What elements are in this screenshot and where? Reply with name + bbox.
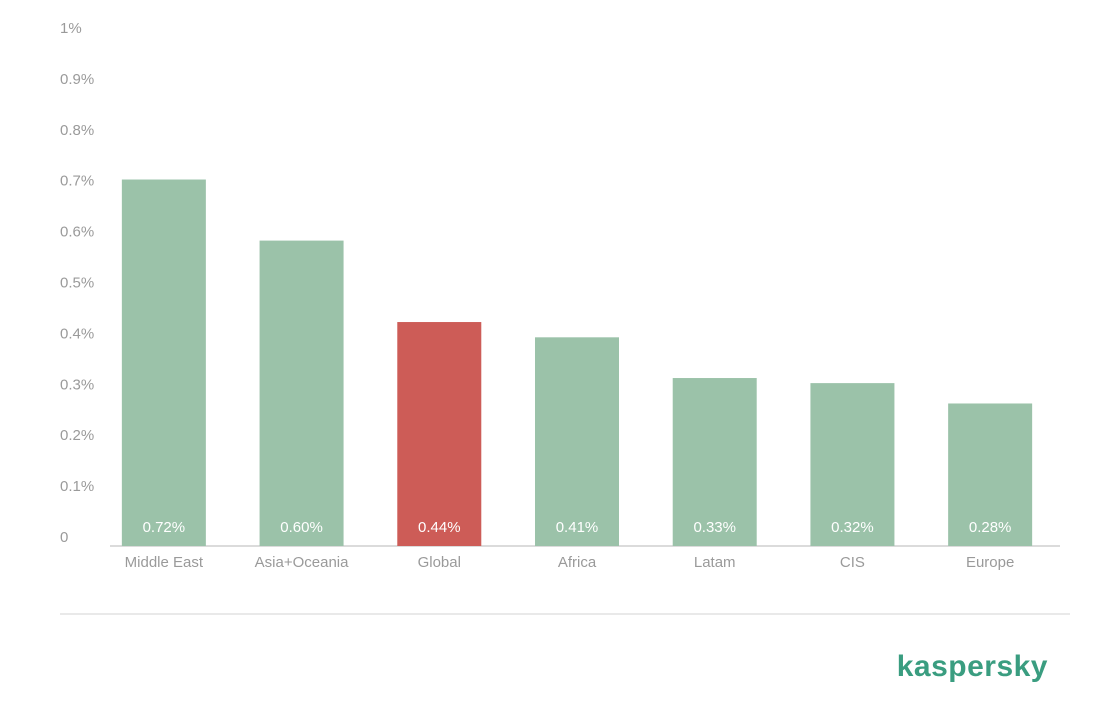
- data-label: 0.44%: [418, 519, 461, 536]
- data-label: 0.72%: [143, 519, 186, 536]
- bar: [397, 322, 482, 546]
- bar: [948, 403, 1033, 546]
- x-tick-label: Europe: [966, 554, 1014, 571]
- y-tick-label: 0.2%: [60, 427, 94, 444]
- x-tick-label: Asia+Oceania: [255, 554, 349, 571]
- y-tick-label: 1%: [60, 20, 82, 37]
- bar: [810, 383, 895, 546]
- y-tick-label: 0.3%: [60, 376, 94, 393]
- y-tick-label: 0.4%: [60, 325, 94, 342]
- x-tick-label: CIS: [840, 554, 865, 571]
- y-tick-label: 0.7%: [60, 173, 94, 190]
- data-label: 0.60%: [280, 519, 323, 536]
- y-tick-label: 0.8%: [60, 122, 94, 139]
- y-tick-label: 0.1%: [60, 478, 94, 495]
- bar: [259, 240, 344, 546]
- data-label: 0.28%: [969, 519, 1012, 536]
- y-tick-label: 0: [60, 529, 68, 546]
- logo: kaspersky: [897, 650, 1048, 683]
- bar: [672, 378, 757, 546]
- x-tick-label: Latam: [694, 554, 736, 571]
- bar: [121, 179, 206, 546]
- y-tick-label: 0.6%: [60, 224, 94, 241]
- y-tick-label: 0.5%: [60, 274, 94, 291]
- x-tick-label: Global: [418, 554, 461, 571]
- y-tick-label: 0.9%: [60, 71, 94, 88]
- data-label: 0.41%: [556, 519, 599, 536]
- data-label: 0.33%: [693, 519, 736, 536]
- bar: [535, 337, 619, 546]
- data-label: 0.32%: [831, 519, 874, 536]
- x-tick-label: Africa: [558, 554, 597, 571]
- x-tick-label: Middle East: [125, 554, 204, 571]
